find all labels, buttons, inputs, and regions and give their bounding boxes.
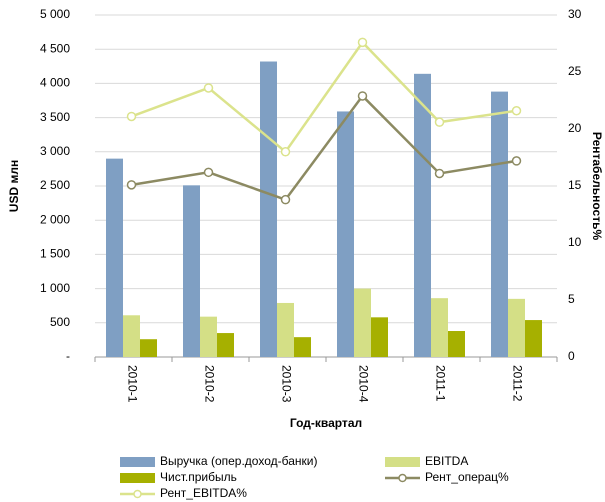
bar [140,339,157,357]
line-marker [126,111,137,122]
bar [294,337,311,357]
y2-tick-label: 5 [568,292,575,306]
legend-swatch [120,473,155,483]
legend-swatch [398,473,407,483]
line-marker [280,194,291,205]
bar [508,298,525,357]
bar [260,61,277,358]
y-tick-label: 5 000 [40,7,70,21]
legend-swatch [133,489,142,499]
line-series [131,40,517,154]
y-tick-label: 2 000 [40,212,70,226]
line-series [131,94,517,202]
bar [123,315,140,357]
legend-label: Рент_EBITDA% [160,486,247,500]
y2-tick-label: 25 [568,64,582,78]
bar [371,317,388,357]
bar [431,298,448,357]
y2-tick-label: 0 [568,349,575,363]
line-marker [357,91,368,101]
legend-label: Выручка (опер.доход-банки) [160,454,317,468]
y-axis-label: USD млн [7,160,21,212]
line-marker [511,156,522,166]
bar [277,302,294,357]
legend-swatch [120,457,155,467]
line-marker [357,37,368,48]
x-tick-label: 2011-2 [510,365,524,402]
bar [525,320,542,357]
y2-tick-label: 20 [568,121,582,135]
line-marker [434,168,445,179]
x-tick-label: 2010-3 [279,365,293,403]
bar [200,316,217,357]
y-tick-label: 2 500 [40,178,70,192]
x-tick-label: 2010-2 [202,365,216,403]
y-tick-label: 1 000 [40,281,70,295]
line-marker [434,117,445,127]
bar [491,91,508,357]
legend-label: Чист.прибыль [160,470,237,484]
y-tick-label: - [66,349,70,363]
y2-tick-label: 10 [568,235,582,249]
y-tick-label: 1 500 [40,247,70,261]
line-marker [203,83,214,93]
bar [354,288,371,357]
x-tick-label: 2010-4 [356,365,370,403]
x-axis-label: Год-квартал [290,416,362,430]
y-tick-label: 4 000 [40,76,70,90]
y2-tick-label: 15 [568,178,582,192]
x-tick-label: 2011-1 [433,365,447,402]
line-marker [280,147,291,157]
line-marker [126,180,137,190]
legend-label: EBITDA [425,454,468,468]
x-tick-label: 2010-1 [125,365,139,403]
line-marker [511,106,522,116]
y2-axis-label: Рентабельность% [590,132,604,241]
bar [106,158,123,357]
y-tick-label: 3 500 [40,110,70,124]
bar [414,73,431,357]
y-tick-label: 500 [50,315,70,329]
line-marker [203,167,214,178]
y2-tick-label: 30 [568,7,582,21]
bar [183,185,200,357]
bar [448,331,465,357]
bar [337,111,354,357]
bar [217,333,234,357]
legend-swatch [385,457,420,467]
y-tick-label: 4 500 [40,41,70,55]
y-tick-label: 3 000 [40,144,70,158]
legend-label: Рент_операц% [425,470,509,484]
